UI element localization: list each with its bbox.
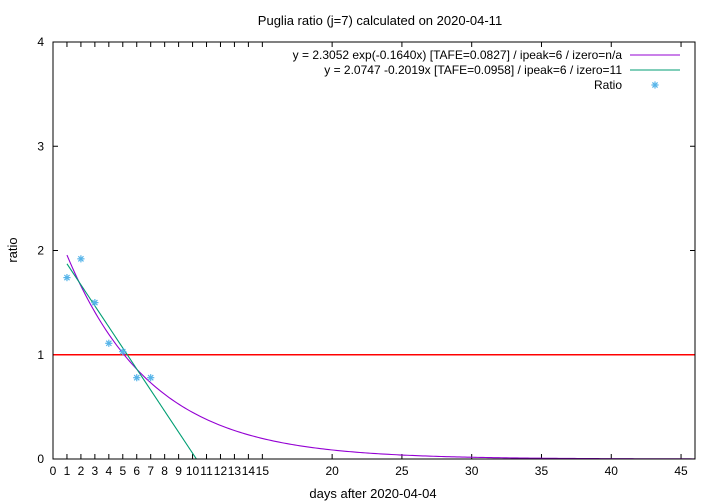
- x-tick-label: 25: [395, 464, 409, 478]
- x-tick-label: 20: [325, 464, 339, 478]
- x-tick-label: 2: [78, 464, 85, 478]
- plot-frame: [52, 41, 696, 460]
- x-tick-label: 14: [242, 464, 256, 478]
- x-tick-label: 13: [228, 464, 242, 478]
- legend-label: y = 2.3052 exp(-0.1640x) [TAFE=0.0827] /…: [293, 48, 623, 62]
- x-tick-label: 12: [214, 464, 228, 478]
- x-tick-label: 0: [50, 464, 57, 478]
- x-tick-label: 40: [605, 464, 619, 478]
- x-tick-label: 15: [256, 464, 270, 478]
- legend: y = 2.3052 exp(-0.1640x) [TAFE=0.0827] /…: [293, 48, 680, 92]
- x-tick-label: 8: [161, 464, 168, 478]
- x-tick-label: 9: [175, 464, 182, 478]
- y-tick-label: 1: [37, 348, 44, 362]
- x-tick-label: 7: [147, 464, 154, 478]
- x-tick-label: 6: [133, 464, 140, 478]
- x-tick-label: 10: [186, 464, 200, 478]
- linear-fit-line: [66, 263, 197, 460]
- y-tick-label: 0: [37, 452, 44, 466]
- x-tick-label: 3: [92, 464, 99, 478]
- x-tick-label: 4: [105, 464, 112, 478]
- ratio-point: [105, 339, 113, 347]
- x-tick-label: 45: [674, 464, 688, 478]
- ratio-point: [133, 374, 141, 382]
- y-tick-label: 3: [37, 139, 44, 153]
- legend-marker: [651, 81, 659, 89]
- y-tick-label: 2: [37, 244, 44, 258]
- legend-label: Ratio: [594, 78, 622, 92]
- legend-label: y = 2.0747 -0.2019x [TAFE=0.0958] / ipea…: [324, 63, 622, 77]
- ratio-point: [77, 255, 85, 263]
- ratio-point: [91, 299, 99, 307]
- y-tick-label: 4: [37, 35, 44, 49]
- ratio-point: [147, 374, 155, 382]
- x-axis-label: days after 2020-04-04: [309, 486, 436, 501]
- chart-title: Puglia ratio (j=7) calculated on 2020-04…: [258, 13, 502, 28]
- x-tick-label: 1: [64, 464, 71, 478]
- x-tick-label: 5: [119, 464, 126, 478]
- y-axis-label: ratio: [5, 237, 20, 262]
- x-tick-label: 35: [535, 464, 549, 478]
- x-tick-label: 30: [465, 464, 479, 478]
- ratio-point: [63, 274, 71, 282]
- x-tick-label: 11: [200, 464, 213, 478]
- ratio-point: [119, 348, 127, 356]
